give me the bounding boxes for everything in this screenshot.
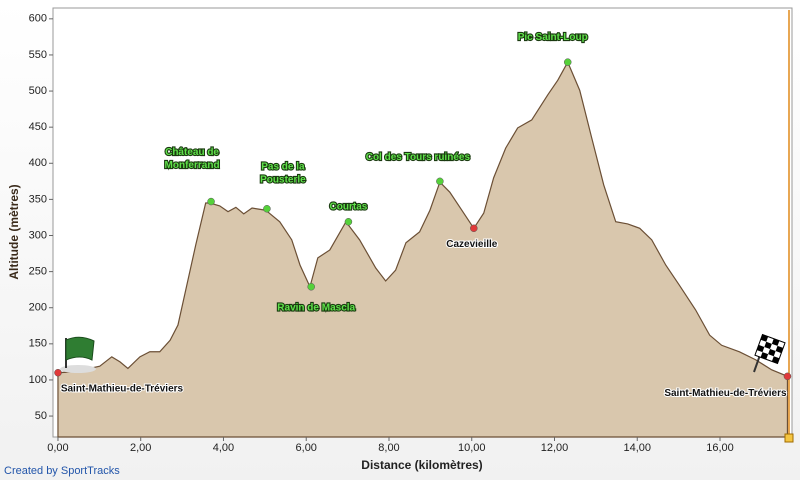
x-tick-label: 10,00 bbox=[458, 442, 486, 454]
cursor-handle[interactable] bbox=[784, 433, 794, 443]
x-tick-label: 12,00 bbox=[541, 442, 569, 454]
waypoint-label: Pic Saint-Loup bbox=[518, 32, 588, 43]
waypoint bbox=[207, 197, 215, 206]
waypoint-label: Château de bbox=[165, 147, 219, 158]
finish-flag bbox=[753, 333, 786, 373]
waypoint bbox=[436, 177, 444, 186]
credit[interactable]: Created by SportTracks bbox=[4, 465, 120, 477]
waypoint bbox=[54, 368, 62, 377]
waypoint bbox=[344, 218, 353, 226]
y-tick-label: 250 bbox=[29, 266, 47, 278]
y-tick-label: 350 bbox=[29, 193, 47, 205]
waypoint bbox=[307, 283, 315, 291]
waypoint-label: Cazevieille bbox=[446, 239, 498, 250]
x-tick-label: 0,00 bbox=[47, 442, 68, 454]
start-flag bbox=[60, 336, 96, 373]
x-tick-label: 2,00 bbox=[130, 442, 151, 454]
y-tick-label: 550 bbox=[29, 49, 47, 61]
y-tick-label: 400 bbox=[29, 157, 47, 169]
waypoint-label: Saint-Mathieu-de-Tréviers bbox=[664, 388, 787, 399]
waypoint-label: Ravin de Mascla bbox=[277, 302, 355, 313]
plot bbox=[57, 60, 789, 438]
y-axis-title: Altitude (mètres) bbox=[7, 184, 21, 279]
waypoint-label: Col des Tours ruinées bbox=[366, 152, 471, 163]
x-tick-label: 6,00 bbox=[296, 442, 317, 454]
x-tick-label: 14,00 bbox=[623, 442, 651, 454]
y-tick-label: 300 bbox=[29, 229, 47, 241]
waypoint bbox=[783, 372, 792, 381]
waypoint-label: Courtas bbox=[330, 201, 368, 212]
y-tick-label: 200 bbox=[29, 302, 47, 314]
y-tick-label: 150 bbox=[29, 338, 47, 350]
waypoint-label: Pousterle bbox=[260, 174, 306, 185]
waypoint-label: Monferrand bbox=[165, 160, 220, 171]
waypoint bbox=[470, 224, 478, 233]
y-tick-label: 500 bbox=[29, 85, 47, 97]
x-tick-label: 4,00 bbox=[213, 442, 234, 454]
waypoint bbox=[563, 58, 572, 66]
x-tick-label: 8,00 bbox=[378, 442, 399, 454]
x-tick-label: 16,00 bbox=[706, 442, 734, 454]
elevation-area bbox=[57, 60, 789, 438]
waypoint bbox=[263, 205, 271, 213]
x-axis-title: Distance (kilomètres) bbox=[361, 458, 482, 472]
y-tick-label: 50 bbox=[35, 410, 47, 422]
y-tick-label: 100 bbox=[29, 374, 47, 386]
y-tick-label: 600 bbox=[29, 13, 47, 25]
waypoint-label: Saint-Mathieu-de-Tréviers bbox=[61, 383, 184, 394]
y-tick-label: 450 bbox=[29, 121, 47, 133]
waypoint-label: Pas de la bbox=[261, 161, 305, 172]
